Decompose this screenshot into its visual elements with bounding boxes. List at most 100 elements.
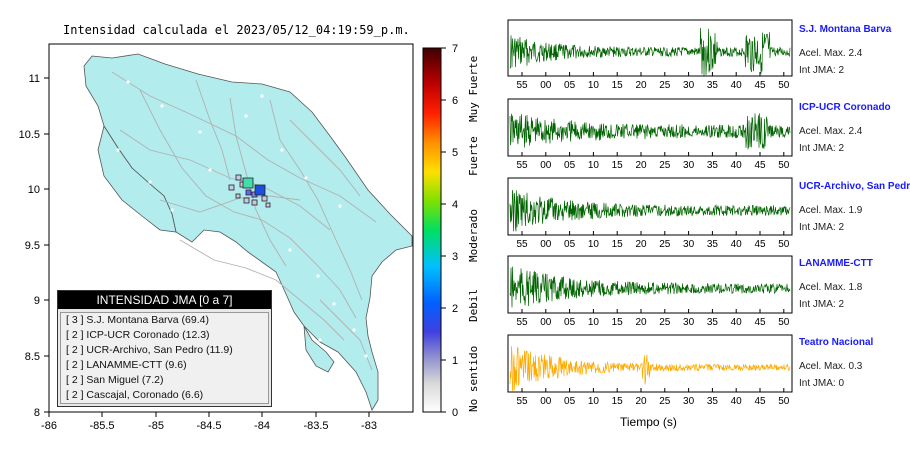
time-tick-label: 00 bbox=[540, 80, 552, 91]
time-tick-label: 00 bbox=[540, 317, 552, 328]
time-tick-label: 00 bbox=[540, 160, 552, 171]
time-tick-label: 10 bbox=[588, 160, 600, 171]
time-tick-label: 40 bbox=[731, 160, 743, 171]
time-tick-label: 50 bbox=[778, 317, 790, 328]
time-tick-label: 25 bbox=[659, 317, 671, 328]
map-x-tick-label: -86 bbox=[41, 420, 57, 432]
station-acel: Acel. Max. 2.4 bbox=[799, 48, 863, 59]
colorbar-tick-label: 7 bbox=[452, 43, 458, 55]
colorbar-tick-label: 1 bbox=[452, 355, 458, 367]
legend-item: [ 2 ] San Miguel (7.2) bbox=[66, 374, 164, 386]
map-y-tick-label: 8.5 bbox=[25, 351, 40, 363]
map-x-tick-label: -85.5 bbox=[89, 420, 114, 432]
map-y-tick-label: 8 bbox=[34, 407, 40, 419]
time-tick-label: 30 bbox=[683, 239, 695, 250]
waveform-trace bbox=[509, 266, 791, 308]
station-markers bbox=[228, 174, 271, 208]
colorbar-tick-label: 4 bbox=[452, 199, 458, 211]
colorbar-tick-label: 3 bbox=[452, 251, 458, 263]
map-x-tick-label: -84 bbox=[254, 420, 270, 432]
map-y-tick-label: 9.5 bbox=[25, 240, 40, 252]
time-tick-label: 15 bbox=[612, 317, 624, 328]
time-tick-label: 15 bbox=[612, 396, 624, 407]
time-tick-label: 05 bbox=[564, 239, 576, 250]
time-tick-label: 05 bbox=[564, 317, 576, 328]
time-tick-label: 20 bbox=[635, 80, 647, 91]
time-tick-label: 40 bbox=[731, 396, 743, 407]
time-tick-label: 45 bbox=[754, 396, 766, 407]
time-tick-label: 45 bbox=[754, 239, 766, 250]
time-tick-label: 45 bbox=[754, 317, 766, 328]
time-tick-label: 25 bbox=[659, 239, 671, 250]
time-tick-label: 10 bbox=[588, 396, 600, 407]
station-int: Int JMA: 0 bbox=[799, 378, 845, 389]
seismogram-panel: 55 00 05 10 15 20 25 30 35 40 45 50 bbox=[507, 19, 793, 91]
time-tick-label: 35 bbox=[707, 239, 719, 250]
waveform-trace bbox=[509, 113, 791, 150]
legend-item: [ 2 ] LANAMME-CTT (9.6) bbox=[66, 359, 187, 371]
seismogram-panel: 55 00 05 10 15 20 25 30 35 40 45 50 bbox=[507, 98, 793, 171]
map-title: Intensidad calculada el 2023/05/12_04:19… bbox=[63, 23, 410, 37]
map-y-tick-label: 10 bbox=[28, 184, 40, 196]
time-tick-label: 40 bbox=[731, 317, 743, 328]
map-x-tick-label: -85 bbox=[148, 420, 164, 432]
colorbar-tick-label: 0 bbox=[452, 407, 458, 419]
time-tick-label: 35 bbox=[707, 317, 719, 328]
station-int: Int JMA: 2 bbox=[799, 299, 845, 310]
waveform-trace bbox=[509, 346, 791, 392]
seismogram-panel: 55 00 05 10 15 20 25 30 35 40 45 50 bbox=[507, 177, 793, 250]
time-tick-label: 00 bbox=[540, 239, 552, 250]
station-name: S.J. Montana Barva bbox=[799, 24, 892, 35]
station-name: ICP-UCR Coronado bbox=[799, 102, 891, 113]
time-tick-label: 40 bbox=[731, 80, 743, 91]
time-tick-label: 20 bbox=[635, 160, 647, 171]
map-x-tick-label: -84.5 bbox=[196, 420, 221, 432]
time-tick-label: 20 bbox=[635, 317, 647, 328]
nicoya-peninsula bbox=[97, 124, 177, 233]
colorbar-tick-label: 2 bbox=[452, 303, 458, 315]
map-x-tick-label: -83.5 bbox=[303, 420, 328, 432]
time-tick-label: 15 bbox=[612, 80, 624, 91]
time-tick-label: 05 bbox=[564, 160, 576, 171]
station-name: UCR-Archivo, San Pedro bbox=[799, 181, 910, 192]
colorbar-tick-label: 5 bbox=[452, 147, 458, 159]
time-tick-label: 55 bbox=[516, 317, 528, 328]
time-tick-label: 55 bbox=[516, 160, 528, 171]
waveform-trace bbox=[509, 27, 791, 76]
intensity-legend: INTENSIDAD JMA [0 a 7] [ 3 ] S.J. Montan… bbox=[57, 290, 272, 407]
waveform-trace bbox=[509, 189, 791, 232]
time-tick-label: 35 bbox=[707, 396, 719, 407]
legend-item: [ 2 ] UCR-Archivo, San Pedro (11.9) bbox=[66, 344, 233, 356]
station-int: Int JMA: 2 bbox=[799, 143, 845, 154]
legend-list: [ 3 ] S.J. Montana Barva (69.4) [ 2 ] IC… bbox=[60, 312, 269, 404]
time-tick-label: 35 bbox=[707, 80, 719, 91]
time-tick-label: 50 bbox=[778, 160, 790, 171]
time-tick-label: 15 bbox=[612, 239, 624, 250]
legend-item: [ 2 ] Cascajal, Coronado (6.6) bbox=[66, 389, 204, 401]
time-tick-label: 05 bbox=[564, 396, 576, 407]
station-acel: Acel. Max. 2.4 bbox=[799, 126, 863, 137]
time-tick-label: 20 bbox=[635, 396, 647, 407]
seismogram-panel: 55 00 05 10 15 20 25 30 35 40 45 50 bbox=[507, 255, 793, 328]
legend-item: [ 3 ] S.J. Montana Barva (69.4) bbox=[66, 314, 209, 326]
time-tick-label: 20 bbox=[635, 239, 647, 250]
time-tick-label: 30 bbox=[683, 160, 695, 171]
time-tick-label: 30 bbox=[683, 317, 695, 328]
station-acel: Acel. Max. 1.8 bbox=[799, 282, 863, 293]
time-tick-label: 10 bbox=[588, 80, 600, 91]
time-tick-label: 55 bbox=[516, 239, 528, 250]
time-tick-label: 15 bbox=[612, 160, 624, 171]
legend-item: [ 2 ] ICP-UCR Coronado (12.3) bbox=[66, 329, 210, 341]
station-name: Teatro Nacional bbox=[799, 337, 874, 348]
legend-header: INTENSIDAD JMA [0 a 7] bbox=[58, 291, 271, 309]
time-tick-label: 30 bbox=[683, 396, 695, 407]
time-tick-label: 50 bbox=[778, 239, 790, 250]
time-axis-label: Tiempo (s) bbox=[620, 415, 677, 429]
osa-peninsula bbox=[303, 325, 335, 373]
colorbar-tick-label: 6 bbox=[452, 95, 458, 107]
town-markers bbox=[116, 80, 368, 358]
time-tick-label: 10 bbox=[588, 317, 600, 328]
